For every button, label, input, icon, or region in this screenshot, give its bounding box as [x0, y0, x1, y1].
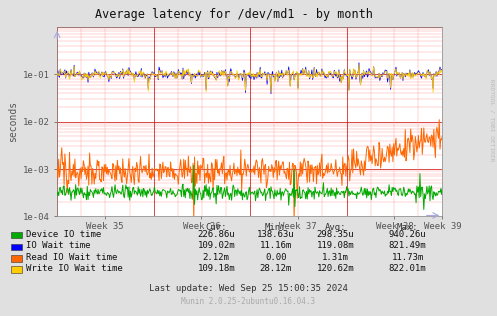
Text: 822.01m: 822.01m — [389, 264, 426, 273]
Text: Min:: Min: — [265, 223, 287, 232]
Text: 109.02m: 109.02m — [197, 241, 235, 250]
Text: 226.86u: 226.86u — [197, 230, 235, 239]
Text: RRDTOOL / TOBI OETIKER: RRDTOOL / TOBI OETIKER — [490, 79, 495, 161]
Text: Cur:: Cur: — [205, 223, 227, 232]
Text: Device IO time: Device IO time — [26, 230, 101, 239]
Text: 2.12m: 2.12m — [203, 253, 230, 262]
Text: 138.63u: 138.63u — [257, 230, 295, 239]
Y-axis label: seconds: seconds — [8, 101, 18, 142]
Text: 120.62m: 120.62m — [317, 264, 354, 273]
Text: 109.18m: 109.18m — [197, 264, 235, 273]
Text: 940.26u: 940.26u — [389, 230, 426, 239]
Text: IO Wait time: IO Wait time — [26, 241, 90, 250]
Text: 821.49m: 821.49m — [389, 241, 426, 250]
Text: Munin 2.0.25-2ubuntu0.16.04.3: Munin 2.0.25-2ubuntu0.16.04.3 — [181, 297, 316, 306]
Text: Max:: Max: — [397, 223, 418, 232]
Text: 11.16m: 11.16m — [260, 241, 292, 250]
Text: Avg:: Avg: — [325, 223, 346, 232]
Text: 0.00: 0.00 — [265, 253, 287, 262]
Text: 298.35u: 298.35u — [317, 230, 354, 239]
Text: 11.73m: 11.73m — [392, 253, 423, 262]
Text: 119.08m: 119.08m — [317, 241, 354, 250]
Text: Last update: Wed Sep 25 15:00:35 2024: Last update: Wed Sep 25 15:00:35 2024 — [149, 284, 348, 293]
Text: 1.31m: 1.31m — [322, 253, 349, 262]
Text: Write IO Wait time: Write IO Wait time — [26, 264, 123, 273]
Text: Average latency for /dev/md1 - by month: Average latency for /dev/md1 - by month — [94, 8, 373, 21]
Text: Read IO Wait time: Read IO Wait time — [26, 253, 117, 262]
Text: 28.12m: 28.12m — [260, 264, 292, 273]
